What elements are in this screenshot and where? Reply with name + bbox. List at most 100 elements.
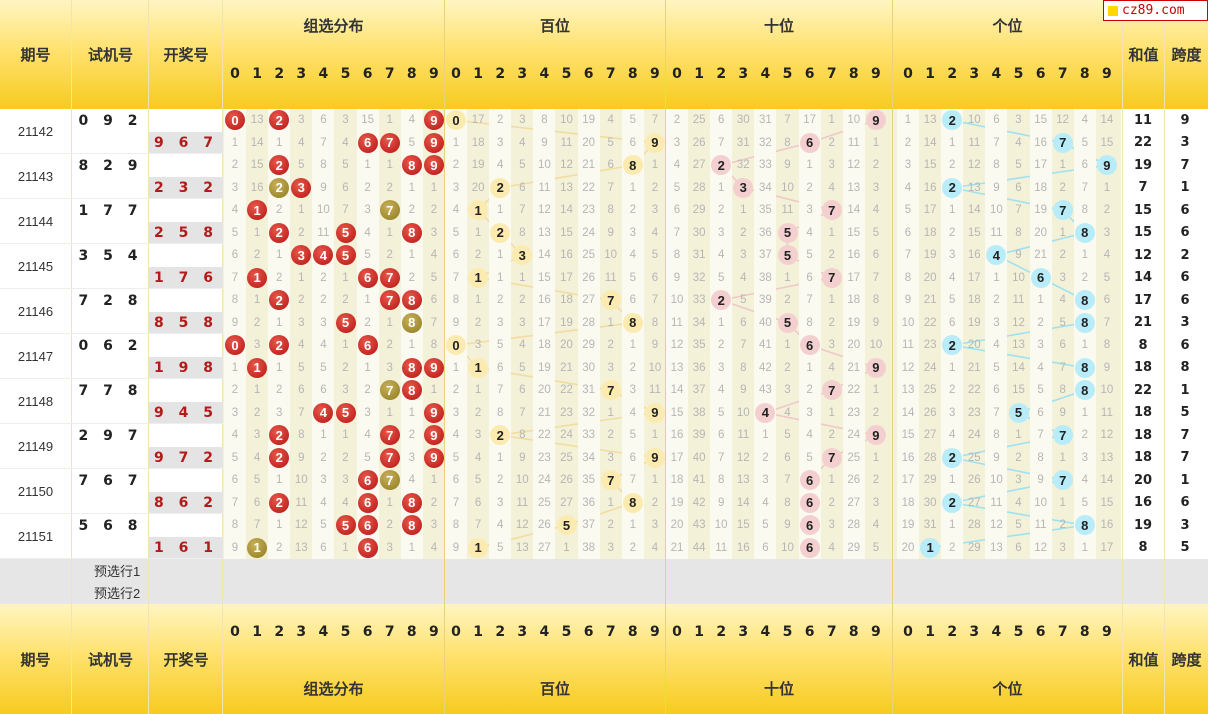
omission-cell: 1 (231, 136, 239, 149)
win-span: 5 (1180, 405, 1190, 420)
omission-cell: 1 (651, 159, 659, 172)
omission-cell: 4 (496, 159, 504, 172)
omission-cell: 32 (736, 159, 750, 172)
omission-cell: 2 (386, 181, 393, 194)
omission-cell: 2 (253, 316, 261, 329)
omission-cell: 23 (967, 406, 981, 419)
footer-t-digit-4: 4 (760, 624, 771, 640)
group-ball: 6 (357, 132, 378, 153)
omission-cell: 7 (740, 339, 747, 352)
omission-cell: 1 (519, 271, 526, 284)
omission-cell: 15 (1034, 114, 1047, 127)
omission-cell: 2 (904, 136, 912, 149)
omission-cell: 5 (1015, 159, 1022, 172)
tens-ball: 6 (799, 132, 820, 153)
omission-cell: 2 (948, 226, 956, 239)
preselect-row-2[interactable]: 预选行2 (94, 586, 141, 601)
omission-cell: 16 (923, 181, 937, 194)
footer-u-digit-7: 7 (1057, 624, 1068, 640)
omission-cell: 12 (294, 519, 308, 532)
omission-cell: 1 (784, 271, 791, 284)
omission-cell: 6 (1015, 181, 1022, 194)
omission-cell: 1 (386, 316, 393, 329)
omission-cell: 7 (452, 271, 460, 284)
omission-cell: 4 (408, 474, 415, 487)
omission-cell: 25 (967, 451, 981, 464)
header-u-digit-4: 4 (991, 66, 1002, 82)
omission-cell: 4 (298, 339, 305, 352)
omission-cell: 5 (342, 159, 349, 172)
omission-cell: 5 (784, 429, 791, 442)
omission-cell: 9 (717, 496, 725, 509)
omission-cell: 25 (692, 114, 706, 127)
omission-cell: 31 (582, 384, 595, 397)
omission-cell: 4 (320, 339, 327, 352)
omission-cell: 1 (253, 294, 261, 307)
omission-cell: 2 (430, 496, 438, 509)
omission-cell: 19 (560, 316, 573, 329)
omission-cell: 7 (629, 474, 636, 487)
omission-cell: 20 (967, 339, 981, 352)
omission-cell: 24 (847, 429, 861, 442)
omission-cell: 7 (673, 226, 681, 239)
omission-cell: 7 (231, 271, 239, 284)
omission-cell: 7 (474, 519, 482, 532)
omission-cell: 7 (717, 451, 725, 464)
omission-cell: 10 (989, 204, 1003, 217)
omission-cell: 6 (1103, 294, 1111, 307)
omission-cell: 13 (515, 541, 529, 554)
omission-cell: 8 (320, 159, 327, 172)
omission-cell: 5 (740, 294, 747, 307)
tens-ball: 7 (821, 447, 842, 468)
hundreds-ball: 9 (644, 132, 665, 153)
row-separator (0, 288, 223, 289)
omission-cell: 14 (923, 136, 937, 149)
omission-cell: 1 (1103, 181, 1111, 194)
omission-cell: 10 (1100, 384, 1114, 397)
omission-cell: 5 (762, 519, 769, 532)
tens-footer: 十位 (763, 679, 794, 698)
omission-cell: 6 (496, 361, 504, 374)
omission-cell: 6 (320, 114, 327, 127)
footer-h-digit-8: 8 (627, 624, 638, 640)
group-ball: 6 (357, 267, 378, 288)
period-cell: 21147 (17, 349, 54, 364)
omission-cell: 10 (560, 114, 573, 127)
tens-ball: 5 (777, 222, 798, 243)
omission-cell: 4 (993, 339, 1000, 352)
hundreds-ball: 7 (600, 380, 621, 401)
trial-span: 6 (1180, 202, 1190, 218)
footer-t-digit-2: 2 (716, 624, 727, 640)
preselect-row-1[interactable]: 预选行1 (94, 564, 141, 579)
hundreds-ball: 3 (512, 245, 533, 266)
omission-cell: 1 (651, 474, 659, 487)
site-logo[interactable]: cz89.com (1103, 0, 1208, 21)
omission-cell: 1 (474, 226, 482, 239)
top-header-band (0, 0, 1208, 109)
omission-cell: 2 (629, 361, 636, 374)
omission-cell: 3 (275, 406, 283, 419)
units-ball: 8 (1074, 515, 1095, 536)
omission-cell: 1 (1081, 406, 1088, 419)
omission-cell: 15 (250, 159, 264, 172)
omission-cell: 1 (629, 339, 636, 352)
omission-cell: 10 (967, 114, 981, 127)
omission-cell: 9 (607, 226, 614, 239)
omission-cell: 6 (474, 496, 482, 509)
omission-cell: 5 (320, 519, 327, 532)
footer-u-digit-1: 1 (925, 624, 935, 640)
units-ball: 2 (942, 447, 963, 468)
omission-cell: 4 (806, 429, 813, 442)
omission-cell: 29 (582, 339, 595, 352)
row-separator (0, 243, 223, 244)
omission-cell: 1 (872, 136, 880, 149)
omission-cell: 16 (560, 249, 573, 262)
win-cell-bg (149, 402, 223, 423)
header-t-digit-4: 4 (760, 66, 771, 82)
omission-cell: 1 (828, 406, 835, 419)
omission-cell: 9 (872, 316, 880, 329)
trial-span: 1 (1180, 472, 1190, 488)
omission-cell: 16 (847, 249, 861, 262)
omission-cell: 3 (231, 406, 239, 419)
units-footer: 个位 (992, 679, 1023, 698)
